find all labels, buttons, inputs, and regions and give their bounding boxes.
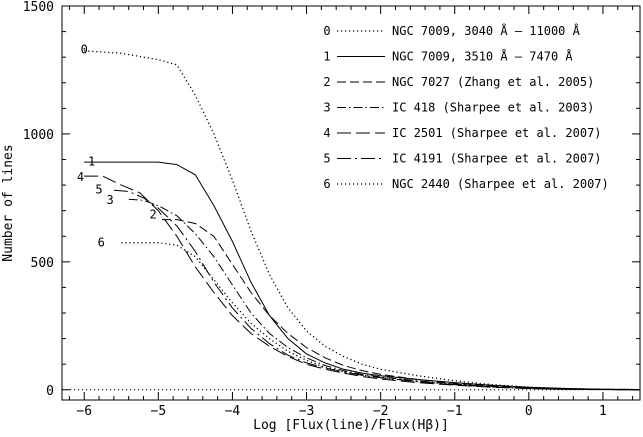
- series-layer: [84, 50, 641, 391]
- legend-label-2: NGC 7027 (Zhang et al. 2005): [392, 75, 594, 89]
- series-line-5: [113, 189, 641, 391]
- x-tick-label: −2: [373, 404, 389, 419]
- curve-label-4: 4: [77, 170, 84, 184]
- y-tick-label: 500: [31, 256, 54, 271]
- series-line-4: [84, 175, 641, 391]
- series-line-6: [121, 242, 641, 391]
- x-tick-label: −4: [225, 404, 241, 419]
- legend-number-6: 6: [323, 177, 330, 191]
- legend-label-4: IC 2501 (Sharpee et al. 2007): [392, 126, 602, 140]
- x-tick-label: −6: [76, 404, 92, 419]
- curve-label-2: 2: [150, 208, 157, 222]
- curve-label-6: 6: [98, 236, 105, 250]
- x-axis-title: Log [Flux(line)/Flux(Hβ)]: [253, 418, 449, 433]
- curve-label-5: 5: [95, 183, 102, 197]
- y-tick-label: 1500: [23, 0, 54, 15]
- curve-label-3: 3: [107, 193, 114, 207]
- x-tick-label: 1: [599, 404, 607, 419]
- x-tick-label: −5: [151, 404, 167, 419]
- x-tick-label: 0: [525, 404, 533, 419]
- series-line-3: [128, 198, 641, 391]
- legend-label-0: NGC 7009, 3040 Å – 11000 Å: [392, 23, 581, 38]
- legend-number-5: 5: [323, 152, 330, 166]
- curve-label-0: 0: [81, 42, 88, 56]
- x-tick-label: −3: [299, 404, 315, 419]
- curve-label-1: 1: [88, 154, 95, 168]
- legend-label-5: IC 4191 (Sharpee et al. 2007): [392, 152, 602, 166]
- y-axis-title: Number of lines: [1, 144, 16, 261]
- legend-number-2: 2: [323, 75, 330, 89]
- y-tick-label: 0: [46, 384, 54, 399]
- legend: 0 NGC 7009, 3040 Å – 11000 Å 1 NGC 7009, 35…: [323, 23, 608, 191]
- legend-number-3: 3: [323, 101, 330, 115]
- plot-frame: [61, 5, 641, 401]
- legend-label-1: NGC 7009, 3510 Å – 7470 Å: [392, 49, 573, 64]
- y-tick-label: 1000: [23, 128, 54, 143]
- legend-number-0: 0: [323, 24, 330, 38]
- curve-labels: 0 1 2 3 45 6: [77, 42, 157, 249]
- series-line-1: [84, 161, 641, 390]
- x-tick-label: −1: [447, 404, 463, 419]
- legend-label-6: NGC 2440 (Sharpee et al. 2007): [392, 177, 609, 191]
- legend-label-3: IC 418 (Sharpee et al. 2003): [392, 101, 594, 115]
- legend-number-4: 4: [323, 126, 330, 140]
- legend-number-1: 1: [323, 50, 330, 64]
